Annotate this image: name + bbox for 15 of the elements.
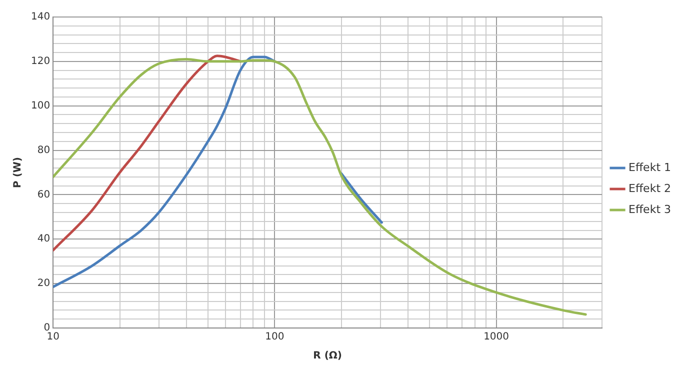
y-axis-title: P (W) — [12, 157, 24, 188]
y-tick-label: 100 — [30, 100, 50, 112]
x-tick-label: 100 — [265, 332, 284, 343]
x-tick-label: 1000 — [484, 332, 510, 343]
x-axis-title: R (Ω) — [313, 350, 342, 362]
x-tick-label: 10 — [46, 332, 60, 343]
y-tick-label: 60 — [37, 189, 50, 200]
y-tick-label: 120 — [30, 56, 50, 68]
y-tick-label: 40 — [37, 234, 50, 245]
y-tick-label: 20 — [37, 278, 50, 290]
y-tick-label: 80 — [37, 144, 50, 156]
legend-label: Effekt 3 — [628, 202, 672, 216]
y-tick-label: 140 — [30, 12, 50, 23]
legend-label: Effekt 1 — [628, 160, 672, 174]
legend-label: Effekt 2 — [628, 182, 672, 195]
